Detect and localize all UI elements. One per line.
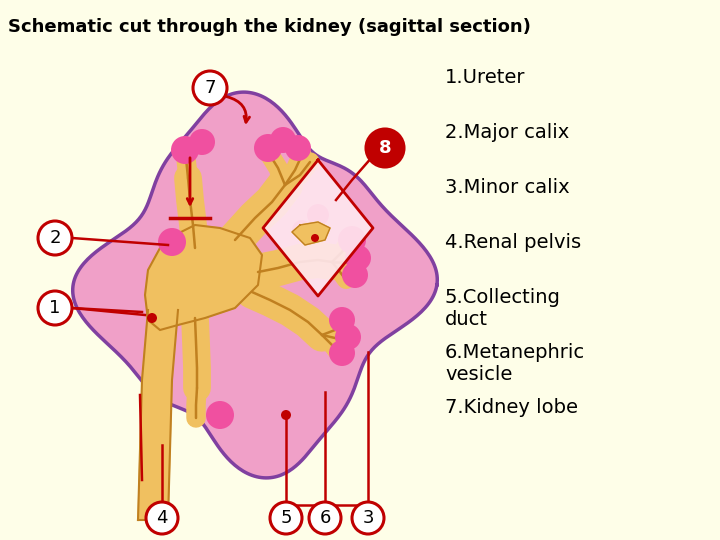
Circle shape	[171, 136, 199, 164]
Circle shape	[285, 135, 311, 161]
Text: 1.Ureter: 1.Ureter	[445, 68, 526, 87]
Circle shape	[292, 220, 312, 240]
Circle shape	[254, 134, 282, 162]
Circle shape	[342, 262, 368, 288]
Text: 6: 6	[319, 509, 330, 527]
Text: 5: 5	[280, 509, 292, 527]
Polygon shape	[138, 310, 178, 520]
Circle shape	[206, 401, 234, 429]
Circle shape	[329, 307, 355, 333]
Text: 3.Minor calix: 3.Minor calix	[445, 178, 570, 197]
Text: 4.Renal pelvis: 4.Renal pelvis	[445, 233, 581, 252]
Circle shape	[38, 291, 72, 325]
Text: 8: 8	[379, 139, 391, 157]
Circle shape	[335, 324, 361, 350]
Circle shape	[270, 127, 296, 153]
Text: 3: 3	[362, 509, 374, 527]
Circle shape	[366, 129, 404, 167]
Polygon shape	[263, 160, 373, 296]
Text: 6.Metanephric
vesicle: 6.Metanephric vesicle	[445, 343, 585, 384]
Text: Schematic cut through the kidney (sagittal section): Schematic cut through the kidney (sagitt…	[8, 18, 531, 36]
Circle shape	[338, 226, 366, 254]
Polygon shape	[292, 222, 330, 245]
Text: 7: 7	[204, 79, 216, 97]
Circle shape	[147, 313, 157, 323]
Circle shape	[352, 502, 384, 534]
Circle shape	[345, 245, 371, 271]
Text: 5.Collecting
duct: 5.Collecting duct	[445, 288, 561, 329]
Circle shape	[189, 129, 215, 155]
Text: 2: 2	[49, 229, 60, 247]
Circle shape	[270, 502, 302, 534]
Polygon shape	[73, 92, 437, 478]
Circle shape	[311, 234, 319, 242]
Circle shape	[158, 228, 186, 256]
Circle shape	[193, 71, 227, 105]
Text: 7.Kidney lobe: 7.Kidney lobe	[445, 398, 578, 417]
Text: 4: 4	[156, 509, 168, 527]
Circle shape	[307, 204, 329, 226]
Circle shape	[281, 410, 291, 420]
Text: 2.Major calix: 2.Major calix	[445, 123, 570, 142]
Polygon shape	[145, 225, 262, 330]
Circle shape	[329, 340, 355, 366]
Circle shape	[146, 502, 178, 534]
Text: 1: 1	[49, 299, 60, 317]
Circle shape	[38, 221, 72, 255]
Circle shape	[309, 502, 341, 534]
